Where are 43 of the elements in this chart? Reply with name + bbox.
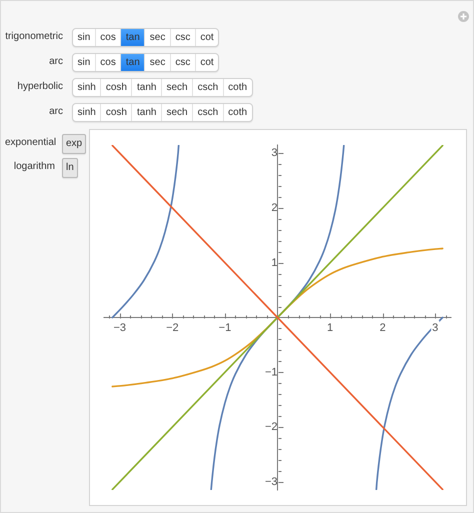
toggle-button[interactable]: sec xyxy=(144,29,170,46)
text: trigonometric xyxy=(5,31,63,42)
toggle-button[interactable]: tanh xyxy=(131,104,161,121)
x-tick-label: 3 xyxy=(432,322,438,334)
y-tick-label: −2 xyxy=(264,421,278,434)
y-tick-label: −3 xyxy=(264,476,278,488)
toggle-button[interactable]: tan xyxy=(120,54,144,71)
toggle-button[interactable]: cosh xyxy=(100,79,132,96)
toggle-button[interactable]: tanh xyxy=(131,79,161,96)
toggle-button[interactable]: csch xyxy=(192,104,223,121)
toggle-button[interactable]: cot xyxy=(194,29,218,46)
toggle-button[interactable]: sec xyxy=(144,54,170,71)
toggle-button[interactable]: sin xyxy=(73,54,95,71)
y-tick-label: −1 xyxy=(264,366,278,378)
y-tick-label: 1 xyxy=(271,256,278,269)
line-series xyxy=(112,248,444,388)
text: exponential xyxy=(5,137,56,148)
x-tick-label: −3 xyxy=(114,322,126,334)
text: arc xyxy=(49,106,63,117)
toggle-button[interactable]: tan xyxy=(120,29,144,46)
toggle-button[interactable]: csc xyxy=(170,54,195,71)
text: arc xyxy=(49,56,63,67)
y-tick-label: 2 xyxy=(271,202,278,214)
y-tick-label: 3 xyxy=(271,147,278,160)
text: hyperbolic xyxy=(17,81,63,92)
toggle-button[interactable]: coth xyxy=(222,79,252,96)
text: logarithm xyxy=(14,161,55,172)
toggle-button[interactable]: sech xyxy=(160,104,192,121)
toggle-button[interactable]: sin xyxy=(73,29,95,46)
toggle-button[interactable]: coth xyxy=(222,104,252,121)
toggle-button[interactable]: sinh xyxy=(73,79,100,96)
toggle-button[interactable]: sech xyxy=(160,79,192,96)
toggle-button[interactable]: cosh xyxy=(100,104,132,121)
toggle-button[interactable]: exp xyxy=(63,135,86,153)
x-tick-label: −2 xyxy=(166,322,179,334)
toggle-button[interactable]: cot xyxy=(194,54,218,71)
toggle-button[interactable]: sinh xyxy=(73,104,100,121)
x-tick-label: 2 xyxy=(380,322,386,334)
toggle-button[interactable]: csc xyxy=(170,29,195,46)
x-tick-label: −1 xyxy=(218,322,232,334)
toggle-button[interactable]: csch xyxy=(192,79,223,96)
toggle-button[interactable]: ln xyxy=(63,159,77,177)
x-tick-label: 1 xyxy=(327,322,334,334)
